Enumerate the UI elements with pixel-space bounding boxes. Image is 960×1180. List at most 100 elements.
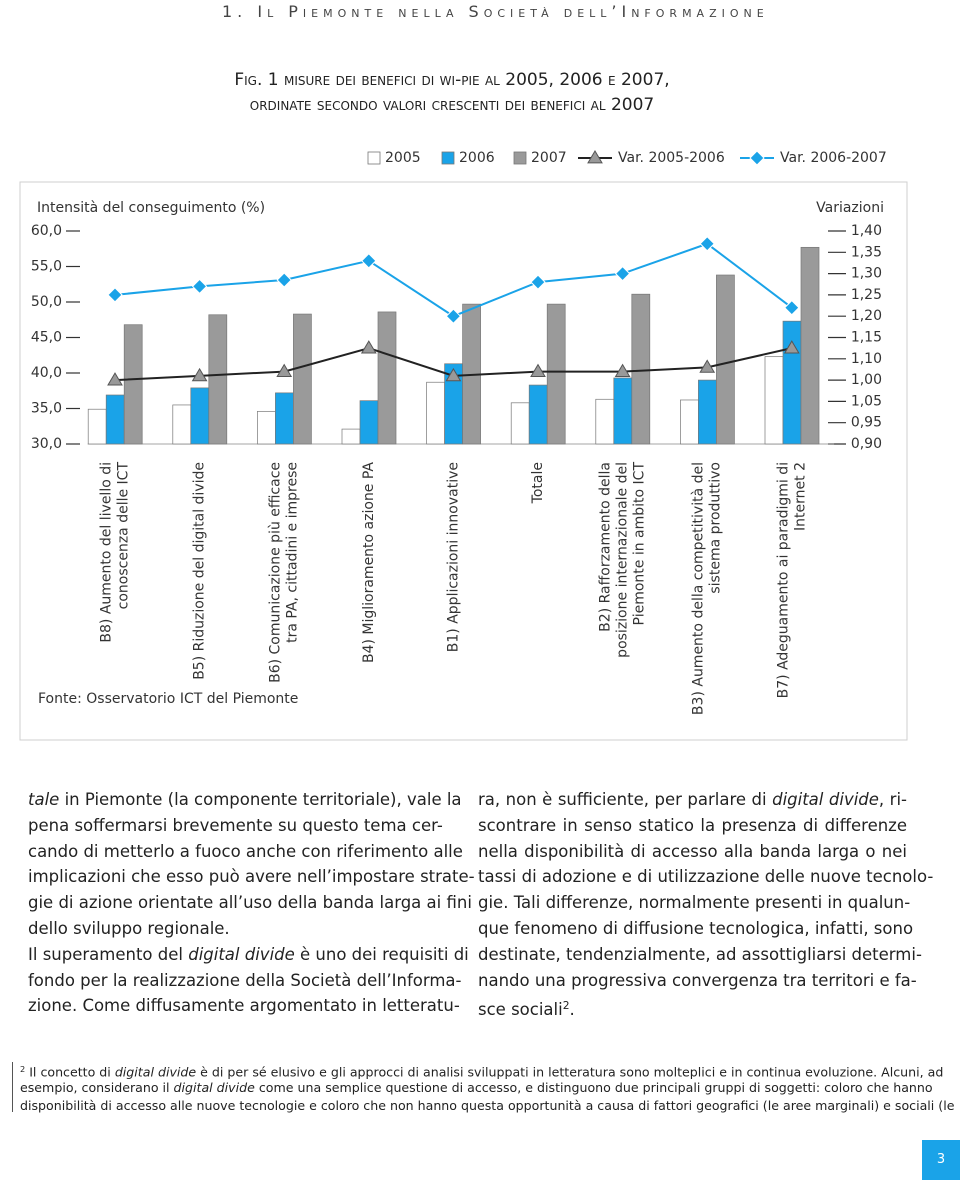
text-line: gie. Tali differenze, normalmente presen… [478, 893, 911, 913]
legend-label: 2006 [459, 150, 495, 166]
line-marker [276, 272, 292, 288]
y-tick-label: 50,0 [31, 294, 62, 310]
y-tick-label: 30,0 [31, 436, 62, 452]
text-line: que fenomeno di diffusione tecnologica, … [478, 919, 914, 938]
y2-tick-label: 1,10 [851, 351, 882, 367]
text-run: . [569, 1000, 575, 1020]
bar [426, 381, 445, 445]
text-line: implicazioni che esso può avere nell’imp… [28, 867, 475, 887]
y-tick-label: 55,0 [31, 259, 62, 275]
text-run: come una semplice questione di accesso, … [254, 1079, 933, 1095]
y-axis-title: Intensità del conseguimento (%) [37, 200, 265, 216]
line [114, 242, 793, 318]
figure: Fig. 1 misure dei benefici di wi-pie al … [19, 70, 908, 741]
y-tick-label: 40,0 [31, 365, 62, 381]
legend-marker [749, 150, 765, 166]
bar [377, 311, 397, 445]
y2-tick-label: 0,95 [851, 415, 882, 431]
text-run-italic: digital divide [188, 944, 295, 964]
text-line: fondo per la realizzazione della Società… [28, 970, 462, 990]
text-run: esempio, considerano il [20, 1079, 174, 1095]
x-tick-label: B7) Adeguamento ai paradigmi diInternet … [775, 462, 808, 698]
text-line: scontrare in senso statico la presenza d… [478, 815, 907, 835]
line-marker [530, 274, 546, 290]
text-run: Il concetto di [25, 1064, 115, 1080]
line-marker [614, 265, 631, 282]
text-run-superscript: 2 [20, 1064, 26, 1074]
line-marker [360, 340, 377, 354]
y2-tick-label: 1,20 [851, 308, 882, 324]
x-tick-label: B2) Rafforzamento dellaposizione interna… [598, 462, 648, 658]
legend-swatch [513, 151, 527, 165]
x-tick-label: B8) Aumento del livello diconoscenza del… [99, 462, 132, 643]
page-number: 3 [922, 1140, 960, 1180]
y2-tick-label: 1,15 [851, 330, 882, 346]
text-run-italic: digital divide [114, 1064, 197, 1080]
bar [359, 400, 379, 445]
bar [208, 314, 228, 445]
x-tick-label: B1) Applicazioni innovative [445, 462, 461, 652]
bar [764, 356, 784, 445]
footnote-rule [12, 1062, 13, 1112]
legend-label: Var. 2005-2006 [618, 150, 725, 166]
bar [275, 392, 294, 445]
line-marker [107, 287, 123, 303]
bar [87, 408, 107, 445]
figure-title: Fig. 1 misure dei benefici di wi-pie al … [234, 70, 669, 115]
bar [341, 428, 361, 445]
y-tick-label: 35,0 [31, 401, 62, 417]
bar [800, 246, 820, 445]
text-run-italic: digital divide [173, 1079, 255, 1095]
bar [293, 313, 312, 445]
text-line: Il superamento del digital divide è uno … [28, 942, 469, 968]
text-line: nella disponibilità di accesso alla band… [478, 841, 907, 861]
bar [595, 398, 615, 445]
line-marker [783, 340, 800, 354]
text-line: gie di azione orientate all’uso della ba… [28, 893, 472, 913]
text-run: sce sociali [478, 1000, 563, 1020]
bar [680, 399, 699, 445]
bar [123, 324, 143, 445]
legend-label: 2007 [531, 150, 567, 166]
text-run: Il superamento del [28, 944, 189, 964]
line-marker [784, 299, 800, 316]
text-run: , ri- [878, 790, 907, 809]
bar [528, 384, 548, 445]
bar [782, 320, 802, 445]
legend-swatch [367, 151, 381, 165]
x-tick-label: Totale [530, 462, 546, 504]
line-marker [191, 367, 208, 382]
line-marker [530, 363, 546, 377]
bar [613, 377, 633, 445]
running-header: 1. Il Piemonte nella Società dell’Inform… [222, 2, 769, 21]
text-line: cando di metterlo a fuoco anche con rife… [28, 841, 463, 861]
bar [257, 410, 276, 445]
text-run: è uno dei requisiti di [294, 944, 469, 964]
y2-tick-label: 1,30 [851, 266, 882, 282]
y-tick-label: 60,0 [31, 223, 62, 239]
line-marker [445, 367, 462, 382]
y-tick-label: 45,0 [31, 330, 62, 346]
line-marker [699, 359, 716, 373]
line-marker [445, 308, 462, 324]
text-run-italic: digital divide [772, 790, 879, 809]
text-line: dello sviluppo regionale. [28, 919, 230, 938]
line-marker [361, 253, 377, 269]
text-line: disponibilità di accesso alle nuove tecn… [20, 1098, 955, 1113]
text-line: 2 Il concetto di digital divide è di per… [20, 1060, 943, 1080]
bar [172, 404, 192, 445]
text-line: tassi di adozione e di utilizzazione del… [478, 867, 934, 887]
text-line: nando una progressiva convergenza tra te… [478, 970, 917, 990]
y2-tick-label: 1,40 [851, 223, 882, 239]
bar [190, 387, 210, 445]
source: Fonte: Osservatorio ICT del Piemonte [38, 691, 298, 707]
text-run: in Piemonte (la componente territoriale)… [59, 790, 462, 809]
x-tick-label: B5) Riduzione del digital divide [192, 462, 208, 680]
y2-tick-label: 1,00 [851, 372, 882, 388]
text-line: zione. Come diffusamente argomentato in … [28, 996, 460, 1016]
x-tick-label: B4) Miglioramento azione PA [361, 462, 377, 663]
legend-swatch [441, 151, 455, 165]
text-run: ra, non è sufficiente, per parlare di [478, 790, 773, 809]
legend-label: Var. 2006-2007 [780, 150, 887, 166]
y2-tick-label: 0,90 [851, 436, 882, 452]
